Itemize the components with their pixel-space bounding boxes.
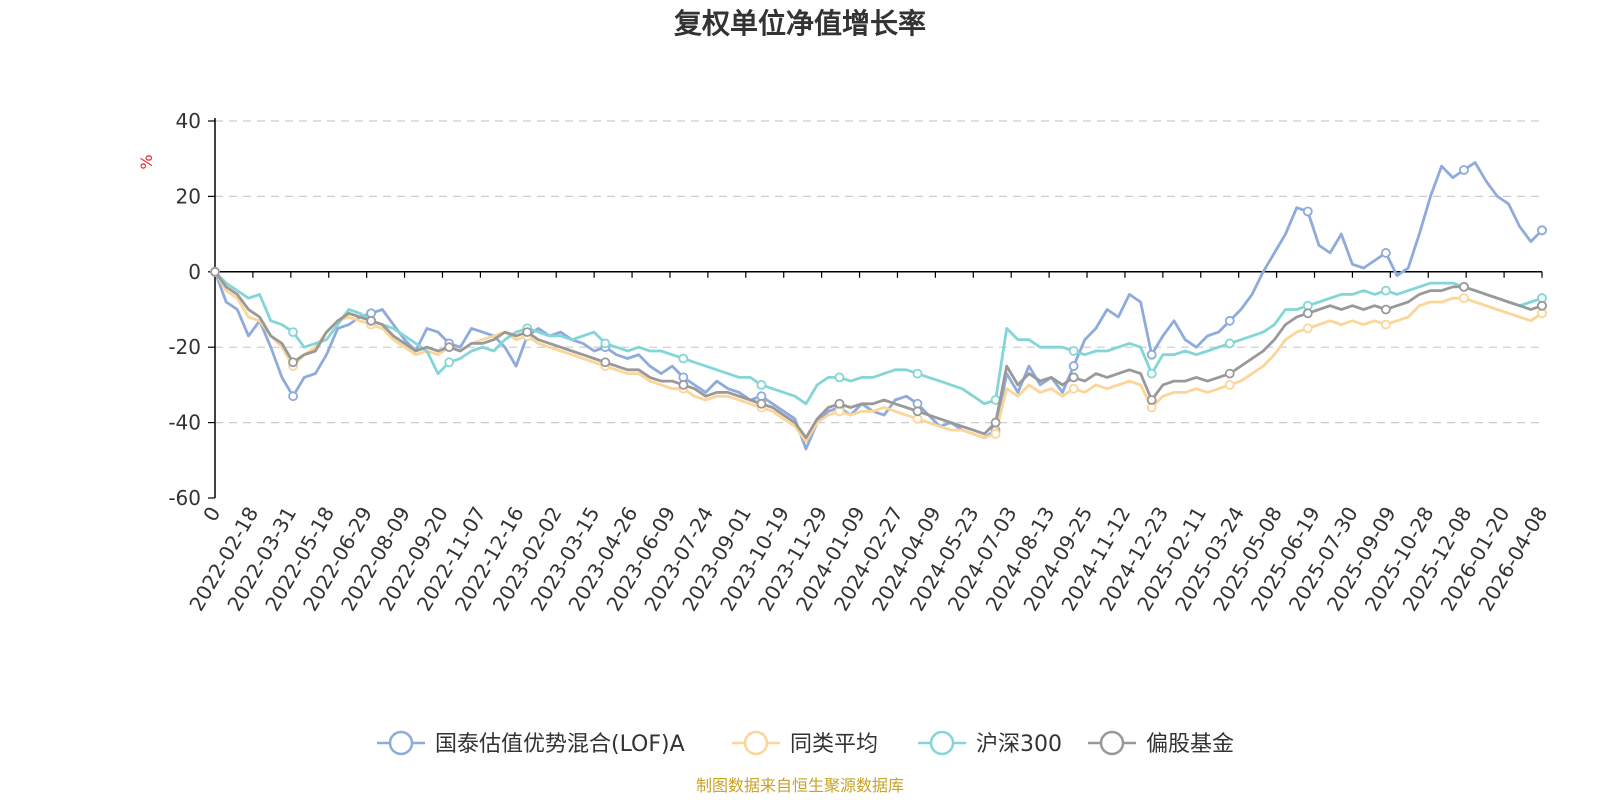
legend-marker <box>929 730 955 756</box>
series-point <box>288 327 298 338</box>
y-tick-label: -40 <box>168 411 201 435</box>
series-point <box>600 338 611 349</box>
series-point <box>1224 379 1235 390</box>
series-point <box>1537 300 1547 311</box>
series-line <box>213 270 1543 440</box>
series-point <box>756 398 767 409</box>
series-point <box>1302 308 1313 319</box>
series-line <box>214 270 1543 406</box>
source-note: 制图数据来自恒生聚源数据库 <box>696 776 904 795</box>
series-point <box>834 372 845 383</box>
legend-label: 沪深300 <box>976 732 1062 757</box>
y-tick-label: -60 <box>168 486 201 510</box>
series-point <box>1224 315 1235 326</box>
legend-item-2[interactable]: 沪深300 <box>918 730 1062 757</box>
series-point <box>756 379 767 390</box>
grid-lines <box>215 120 1542 424</box>
legend-item-3[interactable]: 偏股基金 <box>1088 730 1234 757</box>
series-line <box>213 271 1543 443</box>
series-point <box>1146 349 1157 360</box>
series-point <box>1224 338 1235 349</box>
series-point <box>1068 383 1079 394</box>
series-point <box>1459 281 1469 292</box>
series-point <box>288 357 298 368</box>
legend-label: 偏股基金 <box>1146 732 1234 757</box>
legend-label: 同类平均 <box>790 732 878 757</box>
legend-marker <box>388 730 414 756</box>
series-point <box>1302 206 1313 217</box>
series-point <box>1146 368 1157 379</box>
y-tick-label: 0 <box>188 260 201 284</box>
y-tick-label: 40 <box>176 109 201 133</box>
series-point <box>1459 165 1469 175</box>
y-axis: 40 20 0 -20 -40 -60 <box>168 109 216 510</box>
series-point <box>1068 372 1079 383</box>
legend-marker <box>1099 730 1125 756</box>
series-point <box>912 368 923 379</box>
legend-item-1[interactable]: 同类平均 <box>732 730 878 757</box>
series-point <box>444 342 455 353</box>
y-tick-label: -20 <box>168 335 201 359</box>
chart-title: 复权单位净值增长率 <box>674 7 926 40</box>
legend[interactable]: 国泰估值优势混合(LOF)A 同类平均 沪深300 偏股基金 <box>377 730 1234 757</box>
series-point <box>1380 319 1391 330</box>
series-point <box>1380 304 1391 315</box>
series-point <box>678 353 689 364</box>
series-point <box>678 379 689 390</box>
series-point <box>600 357 611 368</box>
series-point <box>522 327 533 338</box>
y-tick-label: 20 <box>176 184 201 208</box>
series-point <box>1302 323 1313 334</box>
series-point <box>1537 225 1547 236</box>
series-line <box>213 161 1543 451</box>
series-3 <box>210 266 1547 440</box>
series-2 <box>210 266 1547 406</box>
series-point <box>1380 285 1391 296</box>
series-point <box>834 398 845 409</box>
series-point <box>1146 395 1157 405</box>
series-point <box>1224 368 1235 379</box>
series-point <box>912 406 923 417</box>
series-group <box>210 161 1547 451</box>
series-point <box>990 429 1001 439</box>
series-point <box>444 357 455 368</box>
series-point <box>990 417 1001 428</box>
legend-item-0[interactable]: 国泰估值优势混合(LOF)A <box>377 730 685 757</box>
series-point <box>366 315 377 326</box>
series-point <box>1459 293 1469 304</box>
y-axis-unit: % <box>137 154 156 169</box>
series-0 <box>210 161 1547 451</box>
series-point <box>1068 361 1079 371</box>
series-point <box>1068 346 1079 356</box>
series-point <box>210 266 220 277</box>
series-point <box>288 391 298 402</box>
series-point <box>1380 248 1391 258</box>
x-tick-label: 0 <box>198 503 225 526</box>
legend-marker <box>743 730 769 756</box>
legend-label: 国泰估值优势混合(LOF)A <box>435 732 685 757</box>
